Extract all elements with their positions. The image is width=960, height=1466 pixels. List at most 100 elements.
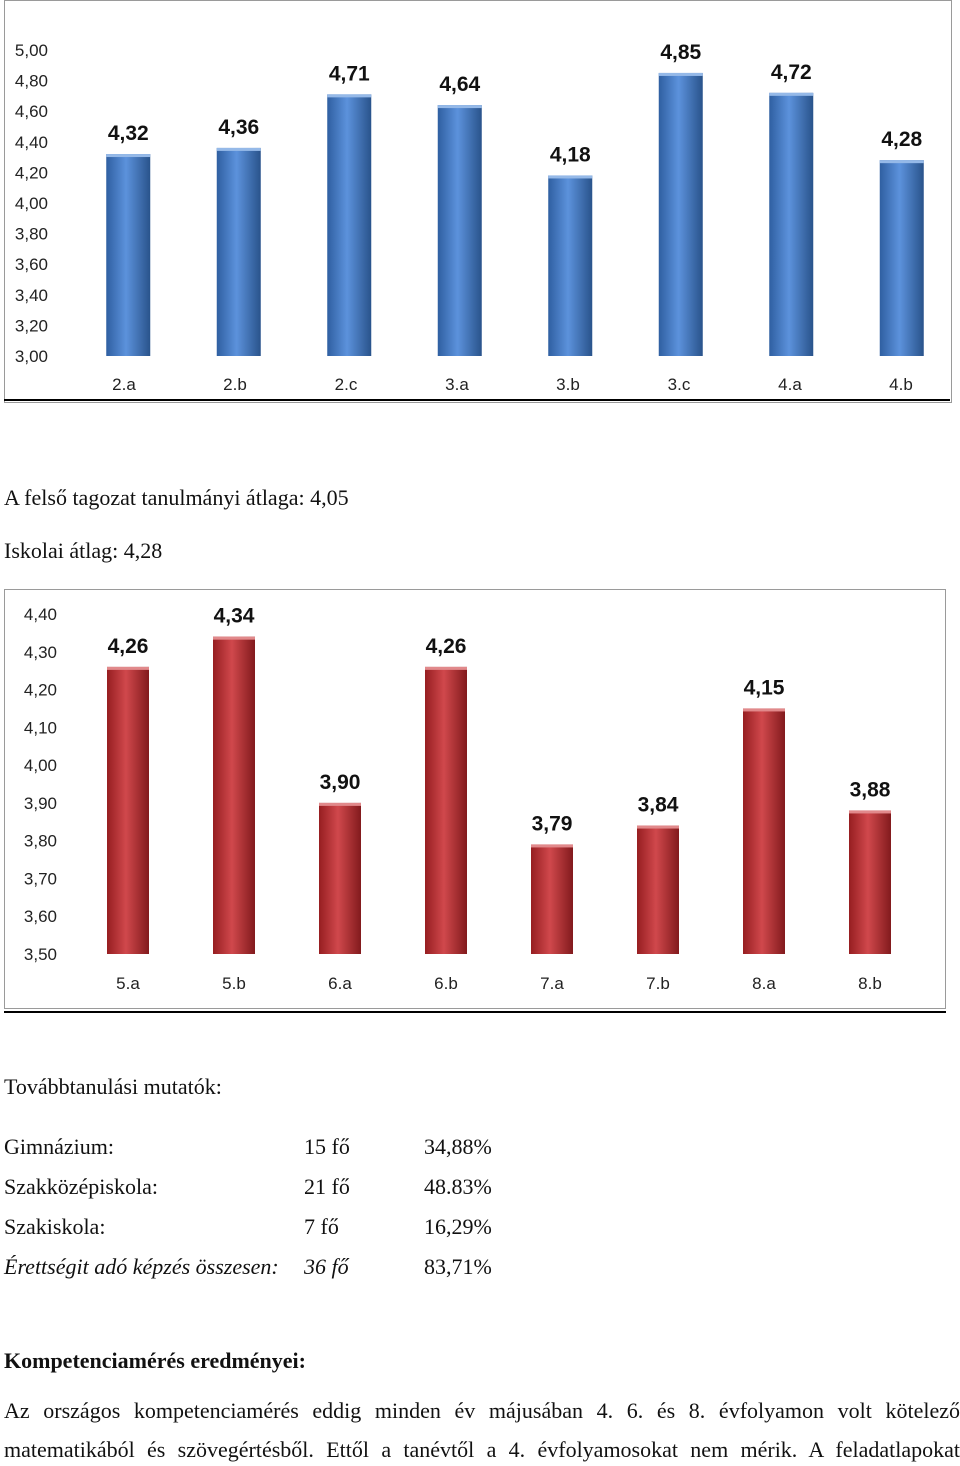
row-label: Szakiskola:	[4, 1214, 106, 1239]
y-tick-label: 3,50	[24, 945, 57, 964]
divider-line	[4, 1011, 946, 1013]
bar	[548, 175, 593, 356]
y-tick-label: 3,00	[15, 347, 48, 366]
data-label: 4,64	[439, 73, 480, 96]
bar-highlight	[658, 72, 703, 76]
bar-highlight	[743, 708, 785, 712]
upper-grade-average-text: A felső tagozat tanulmányi átlaga: 4,05	[4, 485, 349, 510]
bar	[107, 666, 149, 954]
row-count: 7 fő	[304, 1214, 339, 1239]
bar	[425, 666, 467, 954]
bar-highlight	[879, 160, 924, 164]
school-average-text: Iskolai átlag: 4,28	[4, 538, 163, 563]
data-label: 4,26	[108, 635, 149, 658]
bar	[743, 708, 785, 954]
data-label: 4,18	[550, 143, 591, 166]
paragraph-line: matematikából és szövegértésből. Ettől a…	[4, 1437, 960, 1462]
bar-highlight	[327, 94, 372, 98]
bar	[213, 636, 255, 954]
x-tick-label: 6.b	[434, 974, 458, 993]
bar	[658, 72, 703, 356]
y-tick-label: 3,60	[15, 255, 48, 274]
bar-highlight	[213, 636, 255, 640]
data-label: 4,15	[744, 676, 785, 699]
x-tick-label: 6.a	[328, 974, 352, 993]
bar	[106, 154, 151, 356]
bar-highlight	[425, 666, 467, 670]
data-label: 4,71	[329, 62, 370, 85]
x-tick-label: 7.b	[646, 974, 670, 993]
x-tick-label: 5.a	[116, 974, 140, 993]
bar-highlight	[531, 844, 573, 848]
x-tick-label: 2.c	[335, 375, 358, 394]
bar	[531, 844, 573, 954]
y-tick-label: 3,70	[24, 869, 57, 888]
bar-chart-upper-grades: 3,50 3,60 3,70 3,80 3,90 4,00 4,10 4,20 4,30 4,40…	[24, 605, 891, 993]
x-tick-label: 7.a	[540, 974, 564, 993]
x-tick-label: 3.a	[445, 375, 469, 394]
y-tick-label: 4,00	[24, 756, 57, 775]
y-tick-label: 4,60	[15, 102, 48, 121]
data-label: 3,79	[532, 812, 573, 835]
y-tick-label: 4,20	[24, 681, 57, 700]
data-label: 4,28	[881, 128, 922, 151]
divider-line	[4, 399, 950, 401]
bar	[216, 147, 261, 356]
row-percent: 48.83%	[424, 1174, 492, 1199]
row-count: 36 fő	[304, 1254, 349, 1279]
data-label: 4,32	[108, 122, 149, 145]
bar	[879, 160, 924, 356]
bar-highlight	[216, 147, 261, 151]
y-tick-label: 4,80	[15, 72, 48, 91]
bar	[437, 105, 482, 356]
y-tick-label: 3,80	[24, 832, 57, 851]
data-label: 3,88	[850, 778, 891, 801]
data-label: 4,26	[426, 635, 467, 658]
data-label: 4,36	[218, 116, 259, 139]
data-label: 4,85	[660, 41, 701, 64]
class-average-chart-lower: 3,00 3,20 3,40 3,60 3,80 4,00 4,20 4,40 4,60 4,80…	[4, 0, 952, 403]
y-tick-label: 4,30	[24, 643, 57, 662]
data-label: 4,34	[214, 605, 255, 628]
bar	[319, 802, 361, 954]
row-label: Gimnázium:	[4, 1134, 114, 1159]
row-percent: 83,71%	[424, 1254, 492, 1279]
x-tick-label: 8.b	[858, 974, 882, 993]
y-tick-label: 3,40	[15, 286, 48, 305]
paragraph-line: Az országos kompetenciamérés eddig minde…	[4, 1398, 960, 1423]
row-percent: 34,88%	[424, 1134, 492, 1159]
x-tick-label: 4.a	[778, 375, 802, 394]
x-tick-label: 5.b	[222, 974, 246, 993]
bar-highlight	[437, 105, 482, 109]
row-count: 21 fő	[304, 1174, 350, 1199]
y-tick-label: 4,20	[15, 163, 48, 182]
bar-highlight	[548, 175, 593, 179]
data-label: 3,90	[320, 771, 361, 794]
y-tick-label: 4,40	[24, 605, 57, 624]
bar	[327, 94, 372, 357]
bar-highlight	[849, 810, 891, 814]
class-average-chart-upper: 3,50 3,60 3,70 3,80 3,90 4,00 4,10 4,20 4,30 4,40…	[4, 589, 946, 1009]
y-tick-label: 3,20	[15, 316, 48, 335]
row-label: Érettségit adó képzés összesen:	[4, 1254, 279, 1279]
y-tick-label: 4,00	[15, 194, 48, 213]
data-label: 3,84	[638, 794, 679, 817]
bar	[769, 92, 814, 356]
x-tick-label: 2.a	[112, 375, 136, 394]
row-label: Szakközépiskola:	[4, 1174, 158, 1199]
x-tick-label: 8.a	[752, 974, 776, 993]
row-percent: 16,29%	[424, 1214, 492, 1239]
bar-highlight	[107, 666, 149, 670]
competence-heading: Kompetenciamérés eredményei:	[4, 1348, 306, 1373]
y-tick-label: 3,80	[15, 225, 48, 244]
x-tick-label: 3.c	[668, 375, 691, 394]
y-tick-label: 3,60	[24, 907, 57, 926]
x-tick-label: 2.b	[223, 375, 247, 394]
y-tick-label: 4,40	[15, 133, 48, 152]
bar	[849, 810, 891, 954]
bar-highlight	[319, 802, 361, 806]
x-tick-label: 3.b	[556, 375, 580, 394]
bar-chart-lower-grades: 3,00 3,20 3,40 3,60 3,80 4,00 4,20 4,40 4,60 4,80…	[15, 41, 924, 394]
y-tick-label: 5,00	[15, 41, 48, 60]
y-tick-label: 3,90	[24, 794, 57, 813]
